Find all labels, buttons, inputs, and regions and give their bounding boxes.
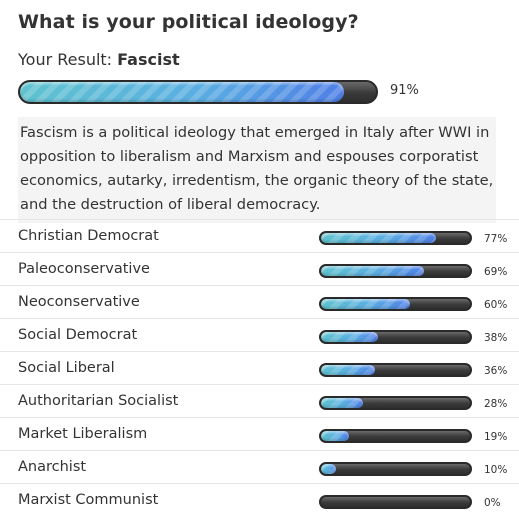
page-title: What is your political ideology?	[18, 11, 359, 33]
ideology-progress-bar	[319, 396, 472, 410]
result-description: Fascism is a political ideology that eme…	[18, 117, 496, 223]
ideology-progress-fill	[321, 233, 436, 243]
ideology-row: Christian Democrat 77%	[0, 219, 519, 252]
ideology-progress-bar	[319, 264, 472, 278]
ideology-percent: 36%	[484, 365, 508, 377]
ideology-name: Neoconservative	[18, 294, 140, 310]
ideology-progress-fill	[321, 464, 336, 474]
ideology-percent: 60%	[484, 299, 508, 311]
ideology-percent: 77%	[484, 233, 508, 245]
result-percent: 91%	[390, 83, 419, 98]
ideology-name: Marxist Communist	[18, 492, 159, 508]
ideology-progress-fill	[321, 365, 375, 375]
ideology-row: Marxist Communist 0%	[0, 483, 519, 516]
result-bar-row: 91%	[18, 80, 498, 104]
result-line: Your Result: Fascist	[18, 50, 180, 69]
ideology-name: Social Democrat	[18, 327, 138, 343]
ideology-row: Paleoconservative 69%	[0, 252, 519, 285]
ideology-progress-fill	[321, 431, 350, 441]
ideology-row: Social Democrat 38%	[0, 318, 519, 351]
ideology-name: Authoritarian Socialist	[18, 393, 179, 409]
ideology-progress-fill	[321, 398, 363, 408]
ideology-percent: 0%	[484, 497, 501, 509]
ideology-progress-bar	[319, 231, 472, 245]
ideology-row: Anarchist 10%	[0, 450, 519, 483]
result-ideology: Fascist	[117, 50, 180, 69]
ideology-percent: 19%	[484, 431, 508, 443]
ideology-name: Social Liberal	[18, 360, 115, 376]
ideology-percent: 28%	[484, 398, 508, 410]
ideology-progress-bar	[319, 495, 472, 509]
ideology-progress-bar	[319, 363, 472, 377]
ideology-percent: 38%	[484, 332, 508, 344]
result-progress-bar	[18, 80, 378, 104]
ideology-progress-fill	[321, 266, 424, 276]
ideology-progress-bar	[319, 297, 472, 311]
ideology-name: Market Liberalism	[18, 426, 148, 442]
result-progress-fill	[20, 82, 344, 102]
ideology-list: Christian Democrat 77% Paleoconservative 69…	[0, 219, 519, 516]
ideology-name: Anarchist	[18, 459, 87, 475]
ideology-row: Authoritarian Socialist 28%	[0, 384, 519, 417]
ideology-name: Christian Democrat	[18, 228, 159, 244]
ideology-progress-bar	[319, 429, 472, 443]
ideology-row: Social Liberal 36%	[0, 351, 519, 384]
ideology-percent: 69%	[484, 266, 508, 278]
ideology-progress-bar	[319, 330, 472, 344]
result-prefix: Your Result:	[18, 50, 113, 69]
ideology-name: Paleoconservative	[18, 261, 150, 277]
ideology-row: Market Liberalism 19%	[0, 417, 519, 450]
ideology-row: Neoconservative 60%	[0, 285, 519, 318]
ideology-progress-fill	[321, 332, 378, 342]
ideology-percent: 10%	[484, 464, 508, 476]
ideology-progress-fill	[321, 299, 411, 309]
ideology-progress-bar	[319, 462, 472, 476]
